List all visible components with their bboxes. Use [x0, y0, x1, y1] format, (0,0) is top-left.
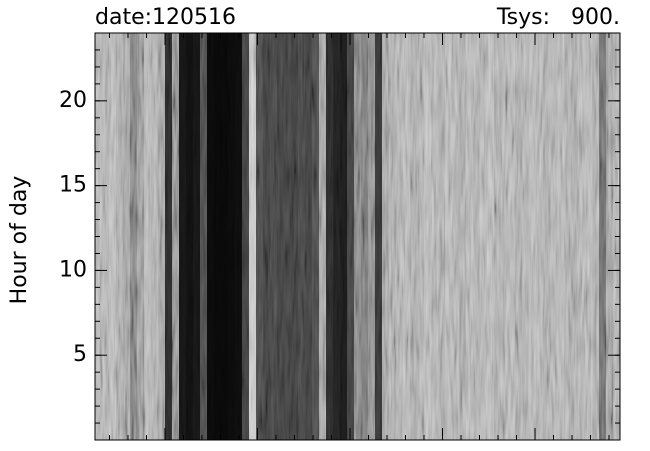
y-tick-label: 20 — [59, 88, 87, 113]
noise-texture — [95, 33, 620, 440]
y-tick-label: 15 — [59, 173, 87, 198]
chart-subtitle: Tsys: 900. — [496, 5, 620, 30]
axes — [95, 32, 620, 441]
y-tick-label: 10 — [59, 257, 87, 282]
y-tick-label: 5 — [73, 342, 87, 367]
y-axis-label: Hour of day — [7, 176, 32, 305]
chart-title: date:120516 — [95, 5, 236, 30]
